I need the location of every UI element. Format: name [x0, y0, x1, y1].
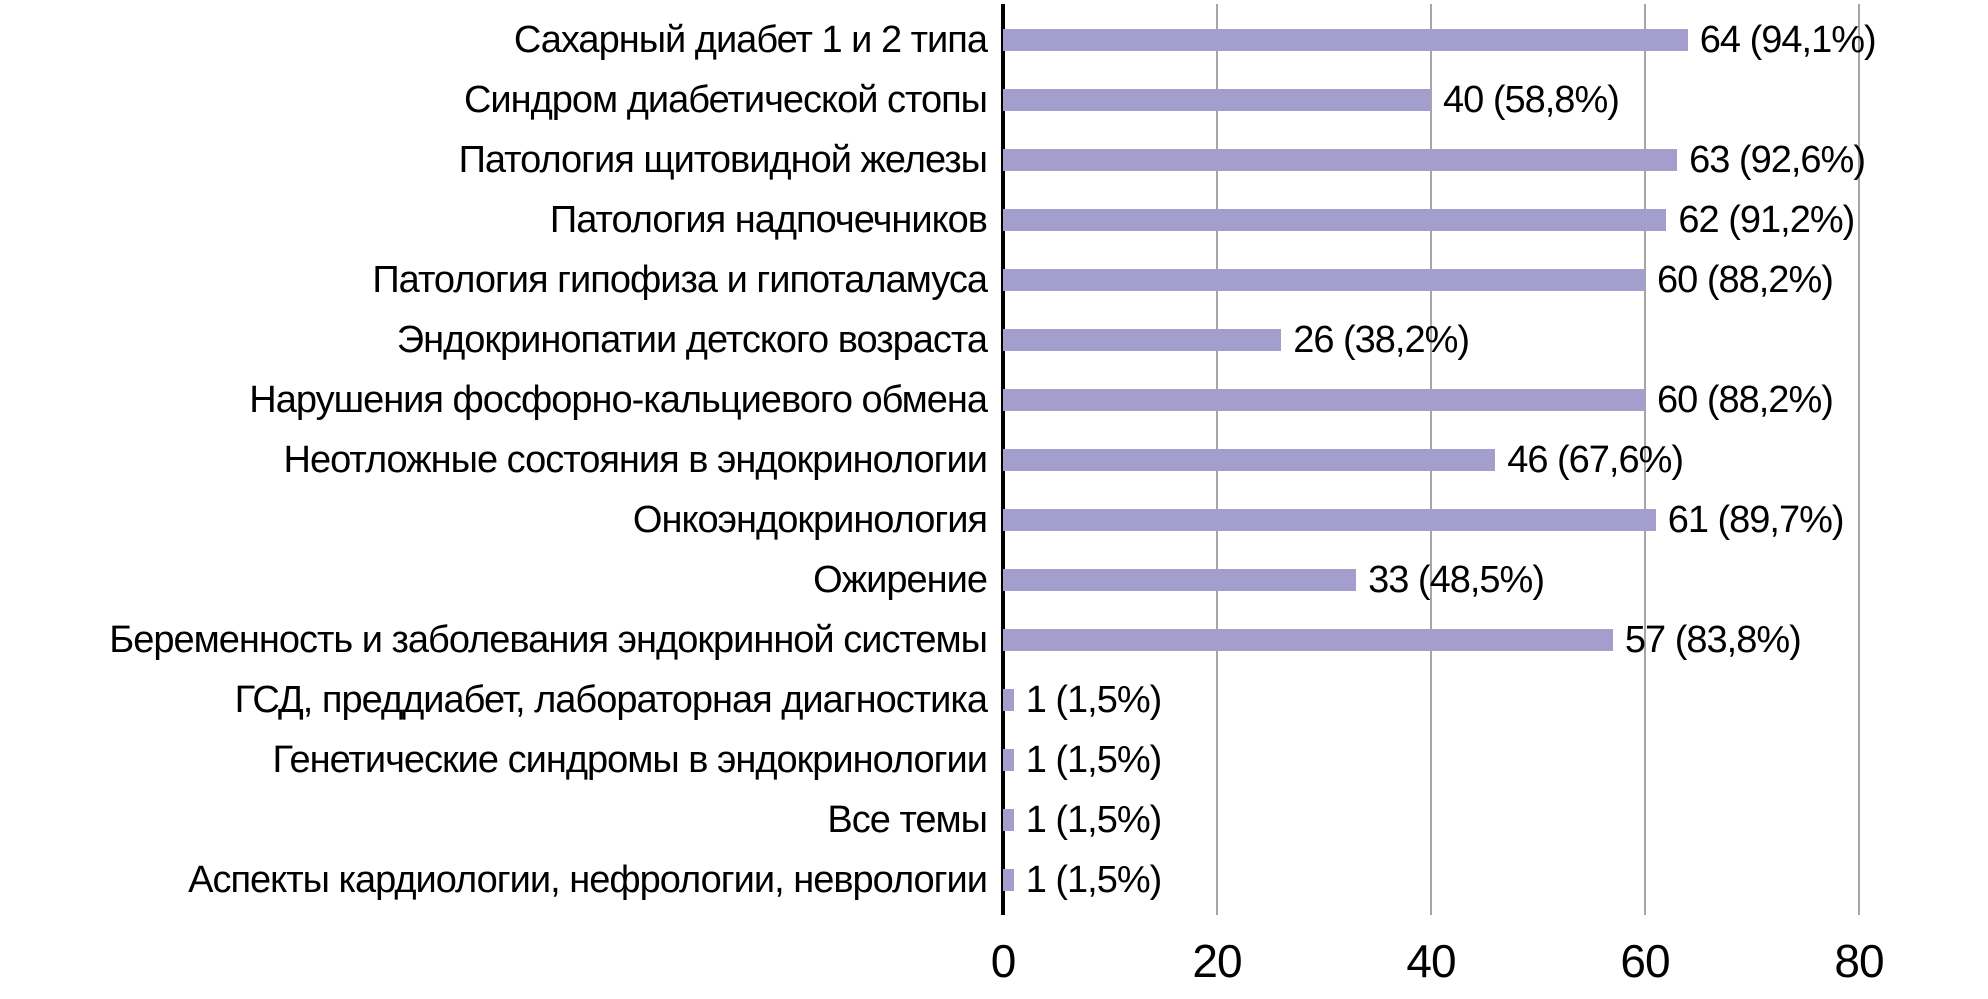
bar-area: 62 (91,2%) [1003, 190, 1988, 250]
chart-row: Синдром диабетической стопы 40 (58,8%) [0, 70, 1988, 130]
bar-area: 1 (1,5%) [1003, 730, 1988, 790]
chart-row: Беременность и заболевания эндокринной с… [0, 610, 1988, 670]
value-label: 26 (38,2%) [1293, 319, 1470, 361]
bar [1003, 209, 1667, 231]
bar [1003, 569, 1357, 591]
category-label: Эндокринопатии детского возраста [396, 319, 988, 361]
value-label: 1 (1,5%) [1025, 679, 1163, 721]
category-label: Патология щитовидной железы [458, 139, 988, 181]
bar-area: 1 (1,5%) [1003, 670, 1988, 730]
bar [1003, 149, 1678, 171]
value-label: 33 (48,5%) [1368, 559, 1545, 601]
value-label: 1 (1,5%) [1025, 859, 1163, 901]
bar-area: 1 (1,5%) [1003, 790, 1988, 850]
chart-row: Аспекты кардиологии, нефрологии, невроло… [0, 850, 1988, 910]
chart-row: Эндокринопатии детского возраста 26 (38,2… [0, 310, 1988, 370]
value-label: 40 (58,8%) [1443, 79, 1620, 121]
gridline-60 [1644, 4, 1646, 915]
value-label: 64 (94,1%) [1699, 19, 1877, 61]
value-label: 61 (89,7%) [1667, 499, 1845, 541]
chart-row: Сахарный диабет 1 и 2 типа 64 (94,1%) [0, 10, 1988, 70]
category-label: Аспекты кардиологии, нефрологии, невроло… [188, 859, 988, 901]
category-label: Неотложные состояния в эндокринологии [283, 439, 989, 481]
category-label: Все темы [827, 799, 988, 841]
value-label: 1 (1,5%) [1025, 799, 1163, 841]
category-label: Ожирение [813, 559, 988, 601]
bar [1003, 809, 1014, 831]
chart-row: Патология надпочечников 62 (91,2%) [0, 190, 1988, 250]
bar-area: 33 (48,5%) [1003, 550, 1988, 610]
x-tick-label-60: 60 [1620, 935, 1670, 987]
chart-row: ГСД, преддиабет, лабораторная диагностик… [0, 670, 1988, 730]
bar [1003, 89, 1431, 111]
value-label: 62 (91,2%) [1678, 199, 1855, 241]
bar [1003, 749, 1014, 771]
bar-area: 40 (58,8%) [1003, 70, 1988, 130]
chart-row: Патология гипофиза и гипоталамуса 60 (88,… [0, 250, 1988, 310]
category-label: Сахарный диабет 1 и 2 типа [513, 19, 988, 61]
bar-area: 57 (83,8%) [1003, 610, 1988, 670]
value-label: 57 (83,8%) [1624, 619, 1802, 661]
chart-row: Неотложные состояния в эндокринологии 46 … [0, 430, 1988, 490]
bar-area: 64 (94,1%) [1003, 10, 1988, 70]
bar-area: 63 (92,6%) [1003, 130, 1988, 190]
value-label: 1 (1,5%) [1025, 739, 1163, 781]
bar [1003, 449, 1496, 471]
value-label: 46 (67,6%) [1507, 439, 1684, 481]
gridline-80 [1858, 4, 1860, 915]
chart-row: Онкоэндокринология 61 (89,7%) [0, 490, 1988, 550]
category-label: Патология гипофиза и гипоталамуса [372, 259, 988, 301]
category-label: Патология надпочечников [549, 199, 988, 241]
chart-row: Все темы 1 (1,5%) [0, 790, 1988, 850]
x-axis: 0 20 40 60 80 [0, 938, 1988, 999]
value-label: 60 (88,2%) [1657, 259, 1834, 301]
bar [1003, 509, 1656, 531]
bar [1003, 269, 1645, 291]
x-tick-label-40: 40 [1406, 935, 1456, 987]
bar [1003, 389, 1645, 411]
bar-area: 61 (89,7%) [1003, 490, 1988, 550]
bar-area: 60 (88,2%) [1003, 250, 1988, 310]
value-label: 60 (88,2%) [1657, 379, 1834, 421]
x-tick-label-0: 0 [990, 935, 1017, 987]
bar [1003, 629, 1613, 651]
bar [1003, 689, 1014, 711]
category-label: Синдром диабетической стопы [463, 79, 988, 121]
chart-row: Ожирение 33 (48,5%) [0, 550, 1988, 610]
x-tick-label-80: 80 [1834, 935, 1884, 987]
chart-row: Патология щитовидной железы 63 (92,6%) [0, 130, 1988, 190]
category-label: Беременность и заболевания эндокринной с… [109, 619, 988, 661]
category-label: Генетические синдромы в эндокринологии [272, 739, 988, 781]
bar-area: 1 (1,5%) [1003, 850, 1988, 910]
category-label: Нарушения фосфорно-кальциевого обмена [249, 379, 988, 421]
bar-area: 26 (38,2%) [1003, 310, 1988, 370]
bar-area: 60 (88,2%) [1003, 370, 1988, 430]
x-tick-label-20: 20 [1192, 935, 1242, 987]
value-label: 63 (92,6%) [1689, 139, 1866, 181]
chart-row: Нарушения фосфорно-кальциевого обмена 60 … [0, 370, 1988, 430]
bar-area: 46 (67,6%) [1003, 430, 1988, 490]
bar [1003, 869, 1014, 891]
category-label: Онкоэндокринология [632, 499, 988, 541]
chart-rows: Сахарный диабет 1 и 2 типа 64 (94,1%) Синд… [0, 10, 1988, 910]
category-label: ГСД, преддиабет, лабораторная диагностик… [234, 679, 988, 721]
chart-row: Генетические синдромы в эндокринологии 1 … [0, 730, 1988, 790]
bar [1003, 29, 1688, 51]
bar [1003, 329, 1282, 351]
